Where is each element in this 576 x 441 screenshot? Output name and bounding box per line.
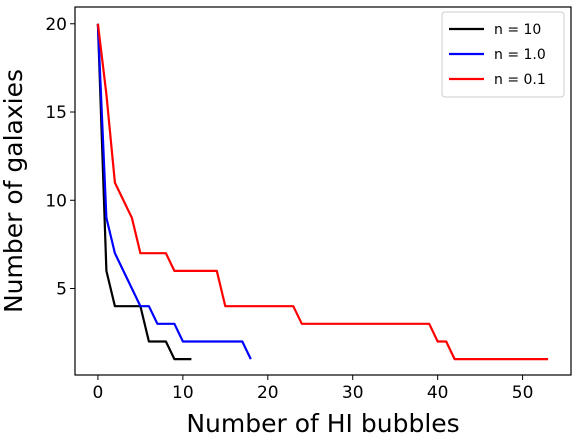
- legend-label-0: n = 10: [494, 22, 541, 38]
- y-tick-label: 20: [45, 15, 67, 35]
- series-line-2: [96, 23, 549, 361]
- series-layer: [96, 23, 549, 361]
- plot-frame: [74, 6, 572, 376]
- x-tick-label: 10: [172, 383, 194, 403]
- x-tick-label: 50: [512, 383, 534, 403]
- x-tick-label: 20: [257, 383, 279, 403]
- x-tick-label: 30: [342, 383, 364, 403]
- x-tick-label: 40: [427, 383, 449, 403]
- legend-label-1: n = 1.0: [494, 47, 546, 63]
- y-tick-label: 10: [45, 191, 67, 211]
- y-tick-label: 15: [45, 103, 67, 123]
- y-axis-label: Number of galaxies: [0, 69, 28, 313]
- ticks-layer: 0 10 20 30 40 50 5 10 15 20: [45, 15, 533, 403]
- legend: n = 10 n = 1.0 n = 0.1: [441, 11, 565, 98]
- x-tick-label: 0: [93, 383, 104, 403]
- y-tick-label: 5: [56, 280, 67, 300]
- legend-label-2: n = 0.1: [494, 72, 546, 88]
- x-axis-label: Number of HI bubbles: [186, 409, 459, 438]
- series-line-0: [96, 23, 192, 361]
- series-line-1: [96, 23, 252, 360]
- legend-box: [441, 11, 565, 98]
